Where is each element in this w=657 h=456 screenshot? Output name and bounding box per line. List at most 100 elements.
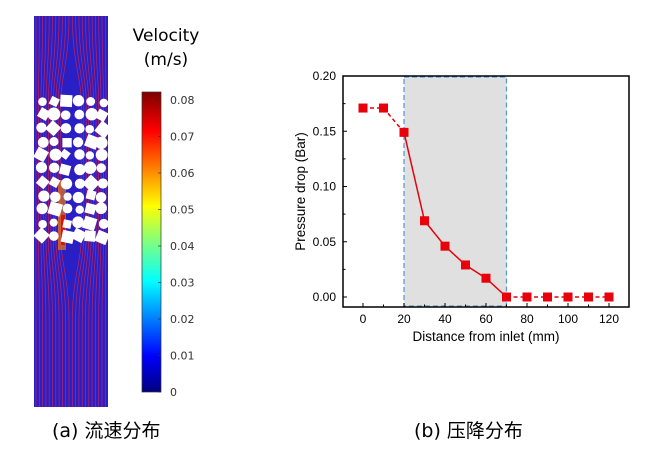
particle [86, 97, 96, 106]
series-segment [382, 107, 405, 133]
particle [62, 219, 73, 229]
colorbar-title: Velocity [133, 26, 200, 46]
x-axis-label: Distance from inlet (mm) [412, 329, 559, 344]
data-point [358, 103, 368, 113]
particle [85, 151, 94, 160]
particle [37, 137, 49, 148]
particle [60, 123, 72, 134]
particle [48, 176, 61, 189]
particle [83, 161, 97, 174]
particle [36, 107, 51, 121]
particle [47, 201, 64, 217]
particle [84, 230, 96, 242]
data-point [379, 103, 388, 113]
caption-a: (a) 流速分布 [52, 420, 161, 442]
particle [75, 205, 84, 214]
data-point [563, 292, 573, 302]
particle [97, 178, 109, 189]
x-tick-label: 60 [479, 312, 493, 326]
particle [72, 216, 84, 229]
data-point [420, 216, 429, 226]
particle [72, 137, 84, 148]
x-tick-label: 0 [360, 312, 367, 326]
particle [94, 120, 113, 139]
series-segment [403, 132, 426, 221]
y-axis-label: Pressure drop (Bar) [293, 132, 308, 251]
particle [96, 163, 106, 173]
y-tick-label: 0.05 [313, 235, 337, 249]
x-tick-label: 20 [397, 312, 411, 326]
particle [36, 202, 48, 215]
particle [47, 107, 61, 121]
shaded-region [403, 76, 508, 307]
particle [74, 109, 85, 120]
particle [33, 146, 49, 163]
data-point [522, 292, 532, 302]
velocity-field-plot [33, 15, 113, 407]
y-tick-label: 0.15 [313, 124, 337, 138]
x-tick-label: 100 [558, 312, 578, 326]
particle [49, 191, 61, 203]
particle [94, 108, 109, 123]
colorbar-unit: (m/s) [144, 50, 188, 70]
data-point [584, 292, 593, 302]
colorbar-tick-label: 0.03 [170, 277, 195, 290]
x-tick-label: 120 [599, 312, 619, 326]
particle [74, 149, 85, 160]
particle [94, 229, 110, 246]
streamline [104, 15, 107, 407]
particle [45, 120, 62, 137]
particle [74, 164, 86, 176]
particle [59, 148, 71, 160]
colorbar-tick-label: 0.07 [170, 131, 195, 144]
particle [58, 163, 72, 177]
particle [98, 218, 109, 229]
particle [74, 178, 85, 189]
particle [60, 178, 73, 190]
data-point [461, 260, 470, 270]
particle [62, 203, 73, 214]
particle [60, 110, 71, 120]
particle [35, 161, 48, 174]
particle [95, 192, 107, 203]
particle [85, 124, 95, 134]
particle [72, 191, 85, 204]
particle [84, 202, 97, 215]
particle [49, 218, 58, 227]
particle [95, 136, 108, 150]
y-tick-label: 0.20 [313, 69, 337, 83]
colorbar [141, 91, 162, 393]
particle [60, 229, 75, 244]
colorbar-tick-label: 0.04 [170, 240, 195, 253]
particle [62, 138, 72, 148]
data-point [399, 127, 409, 137]
colorbar-tick-label: 0 [170, 386, 177, 399]
particle [35, 175, 50, 190]
x-tick-label: 40 [438, 312, 452, 326]
streamline [75, 15, 85, 407]
colorbar-tick-label: 0.02 [170, 313, 195, 326]
particle [49, 148, 62, 161]
particle [59, 94, 73, 108]
particle [48, 95, 60, 108]
particle [36, 122, 47, 133]
streamline [91, 15, 97, 407]
particle [38, 97, 47, 106]
particle [99, 98, 109, 108]
particle [33, 227, 50, 244]
particle [72, 95, 85, 107]
particle [85, 189, 97, 201]
particle [38, 190, 50, 202]
colorbar-tick-label: 0.01 [170, 350, 195, 363]
particle [49, 231, 59, 241]
high-velocity-jet [61, 215, 65, 245]
colorbar-tick-label: 0.08 [170, 94, 195, 107]
x-tick-label: 80 [520, 312, 534, 326]
particle [70, 227, 87, 244]
colorbar-tick-label: 0.05 [170, 204, 195, 217]
caption-b: (b) 压降分布 [414, 420, 523, 442]
particle [49, 162, 60, 174]
pressure-drop-chart: 0 20 40 60 80 100 120 0.00 0.05 0.10 0.15 0.20 Dista… [293, 69, 630, 344]
data-point [502, 292, 511, 302]
